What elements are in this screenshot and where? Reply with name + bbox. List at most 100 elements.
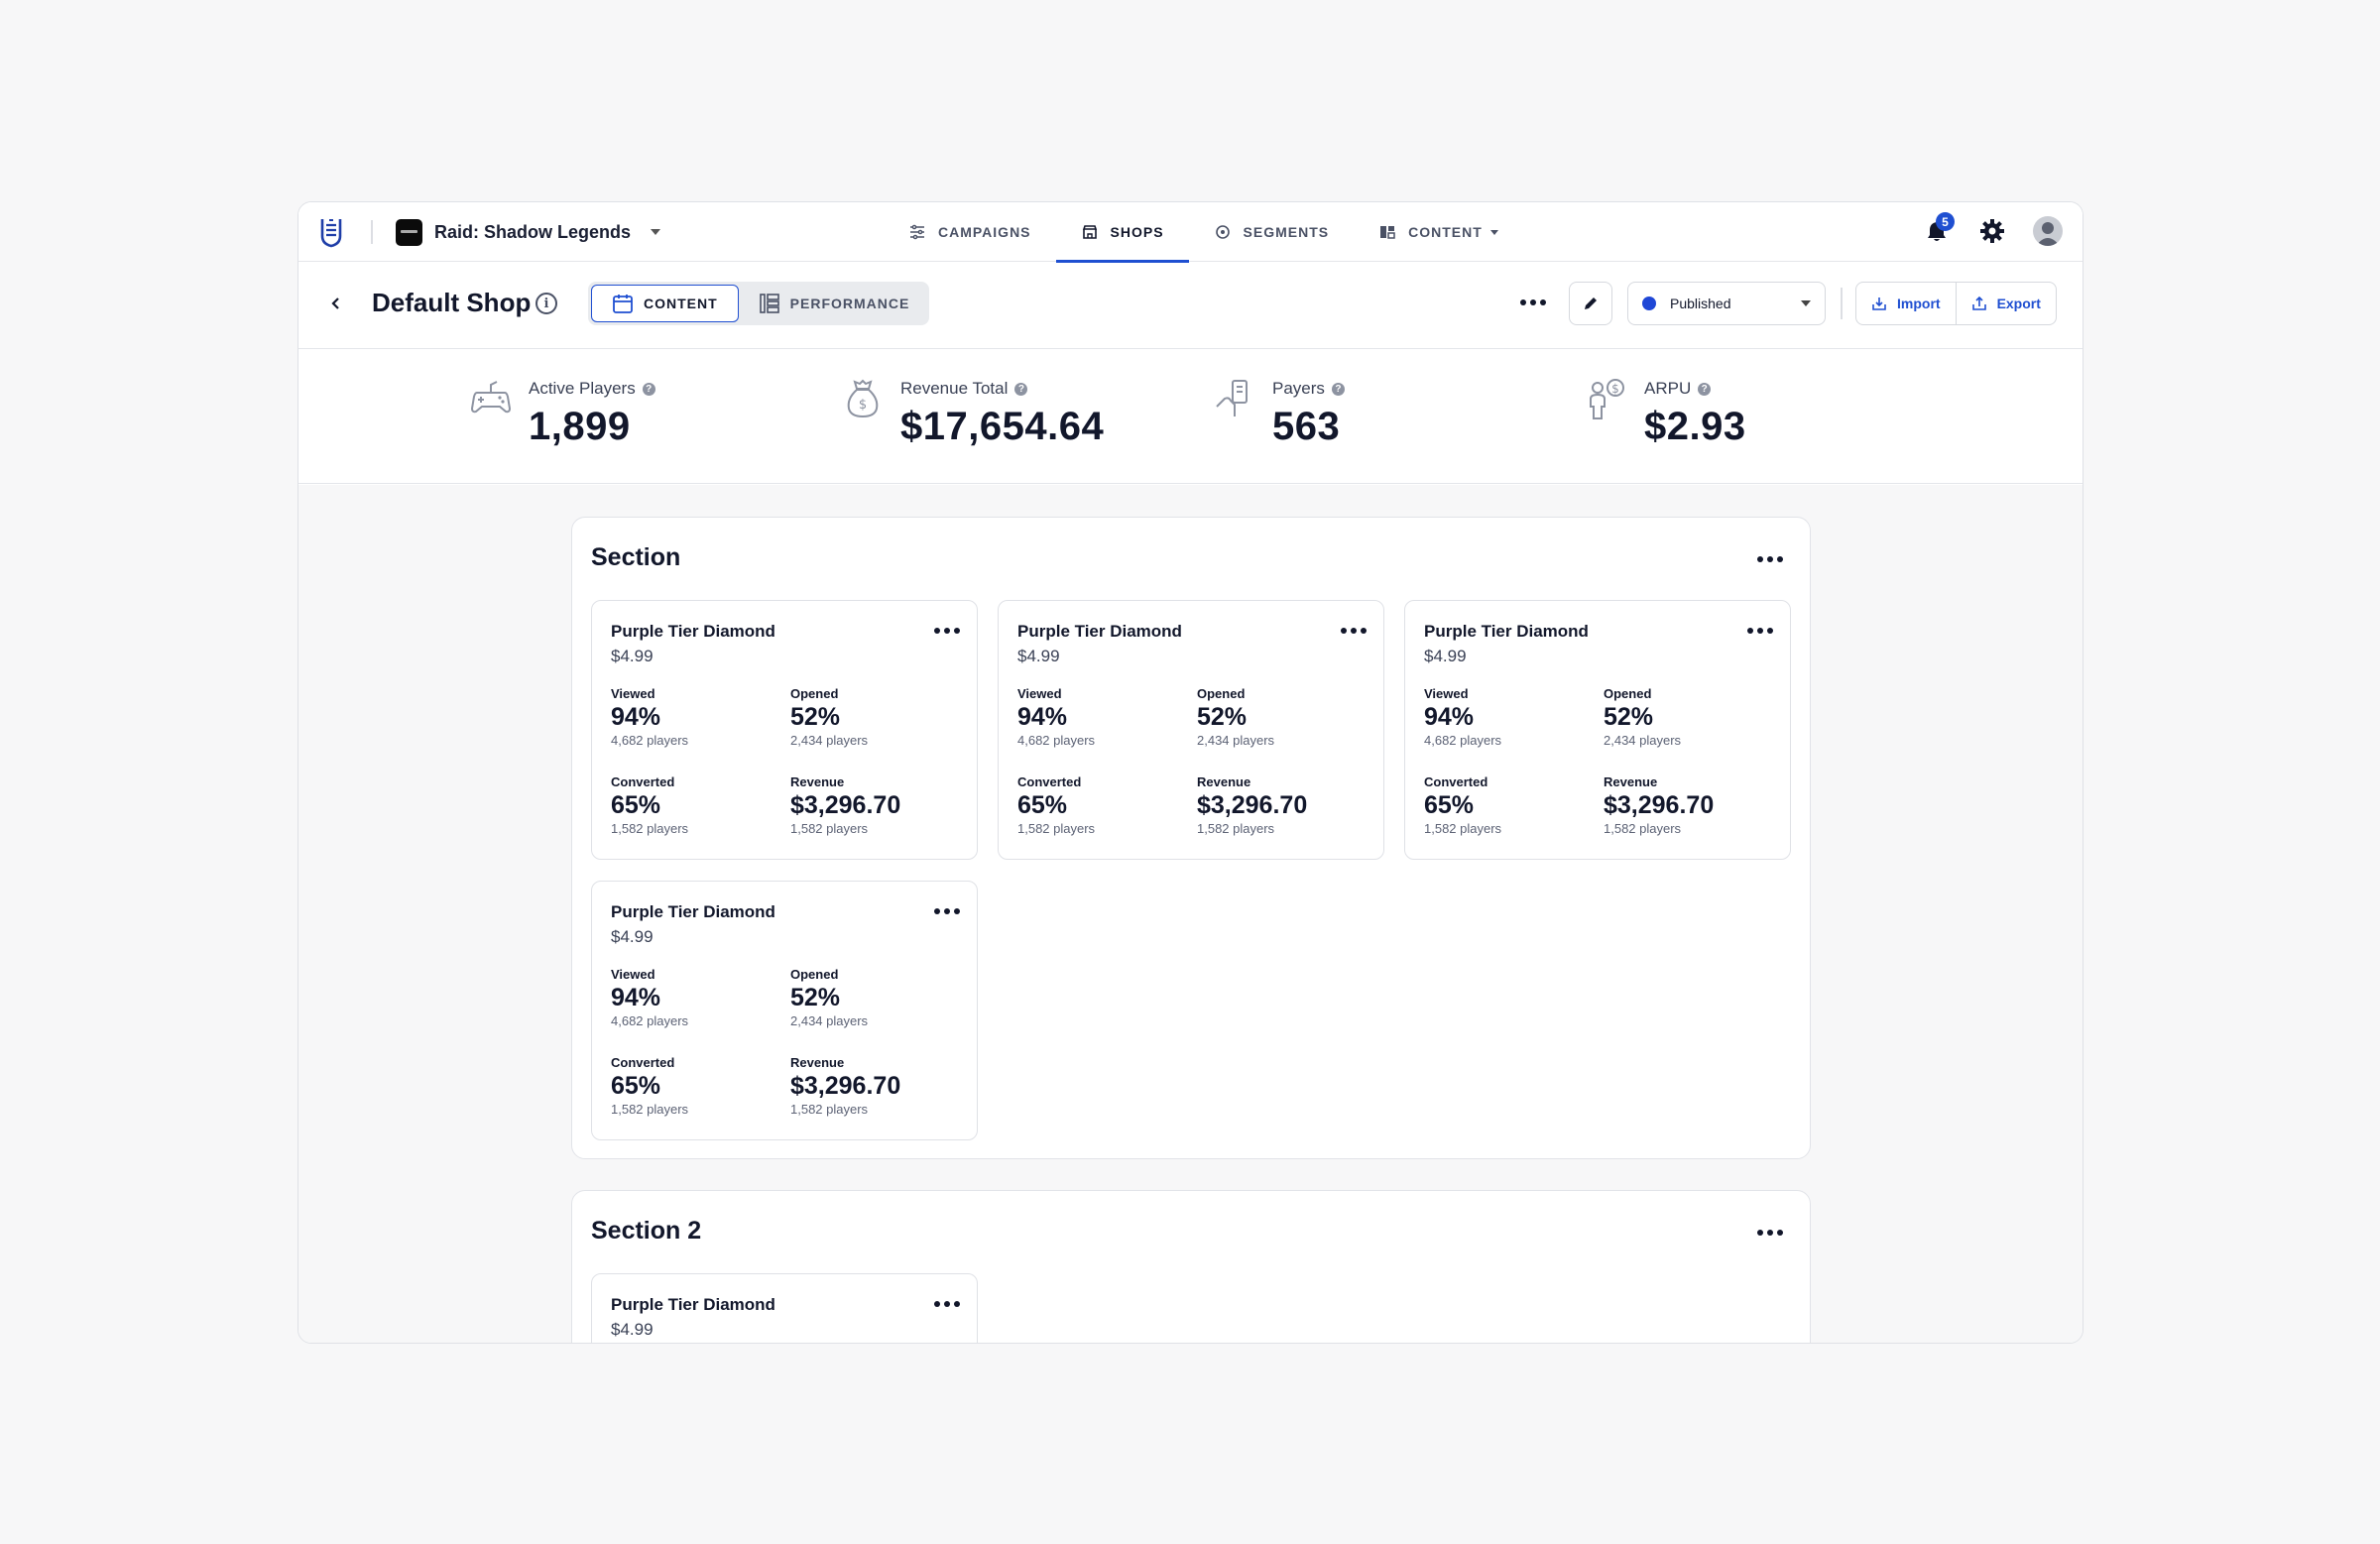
help-icon[interactable]: ? xyxy=(1014,382,1028,396)
metric-sub: 1,582 players xyxy=(611,821,689,836)
export-button[interactable]: Export xyxy=(1955,283,2056,324)
metric-sub: 2,434 players xyxy=(1604,733,1682,748)
shop-content: Section Purple Tier Diamond $4.99 Viewed… xyxy=(298,485,2082,1343)
metric-value: 52% xyxy=(1197,703,1248,731)
export-icon xyxy=(1971,296,1986,310)
status-dropdown[interactable]: Published xyxy=(1627,282,1826,325)
metric-sub: 4,682 players xyxy=(611,1013,689,1028)
top-bar: Raid: Shadow Legends CAMPAIGNS SHOPS SEG… xyxy=(298,202,2082,263)
kpi-active-players: Active Players? 1,899 xyxy=(469,377,655,449)
metric-value: 65% xyxy=(1424,791,1475,819)
nav-shops-label: SHOPS xyxy=(1110,224,1164,240)
metric-value: $3,296.70 xyxy=(790,1072,901,1100)
metric-value: 94% xyxy=(611,984,661,1011)
offer-name: Purple Tier Diamond xyxy=(611,902,775,921)
offer-card[interactable]: Purple Tier Diamond $4.99 Viewed 94% 4,682… xyxy=(1404,600,1791,860)
offer-price: $4.99 xyxy=(1017,647,1060,665)
chevron-down-icon xyxy=(1801,300,1811,306)
content-icon xyxy=(1380,226,1395,239)
metric-label: Revenue xyxy=(790,1055,845,1070)
game-selector[interactable]: Raid: Shadow Legends xyxy=(396,217,661,247)
metric-sub: 1,582 players xyxy=(1604,821,1682,836)
info-icon[interactable]: i xyxy=(536,293,557,314)
offer-card[interactable]: Purple Tier Diamond $4.99 Viewed 94% 4,682… xyxy=(591,600,978,860)
metric-label: Revenue xyxy=(1197,774,1251,789)
tab-performance[interactable]: PERFORMANCE xyxy=(739,285,930,322)
kpi-label: Payers xyxy=(1272,379,1325,398)
back-arrow-icon[interactable] xyxy=(328,294,344,313)
metric-label: Viewed xyxy=(1424,686,1469,701)
metric-value: 65% xyxy=(611,791,661,819)
metric-viewed: Viewed 94% 4,682 players xyxy=(1017,686,1095,748)
shop-section: Section Purple Tier Diamond $4.99 Viewed… xyxy=(571,517,1811,1159)
metric-value: 52% xyxy=(1604,703,1654,731)
offer-price: $4.99 xyxy=(611,1320,654,1339)
campaigns-icon xyxy=(910,224,924,240)
settings-button[interactable] xyxy=(1977,214,2007,248)
help-icon[interactable]: ? xyxy=(1698,382,1712,396)
kpi-value: $17,654.64 xyxy=(900,405,1105,448)
metric-sub: 4,682 players xyxy=(1017,733,1096,748)
nav-content-label: CONTENT xyxy=(1408,224,1483,240)
metric-sub: 1,582 players xyxy=(1424,821,1502,836)
more-options-button[interactable] xyxy=(1520,299,1546,305)
metric-viewed: Viewed 94% 4,682 players xyxy=(611,967,688,1028)
nav-content[interactable]: CONTENT xyxy=(1354,202,1523,262)
kpi-label: ARPU xyxy=(1644,379,1692,398)
section-more-button[interactable] xyxy=(1757,1230,1783,1236)
kpi-value: 563 xyxy=(1272,405,1341,448)
offer-price: $4.99 xyxy=(611,927,654,946)
card-more-button[interactable] xyxy=(1341,628,1367,634)
svg-text:$: $ xyxy=(1611,382,1619,396)
avatar[interactable] xyxy=(2033,216,2063,246)
card-more-button[interactable] xyxy=(934,1301,960,1307)
metric-value: $3,296.70 xyxy=(1604,791,1715,819)
help-icon[interactable]: ? xyxy=(1331,382,1345,396)
user-icon xyxy=(2036,222,2060,246)
metric-label: Opened xyxy=(790,967,839,982)
offer-price: $4.99 xyxy=(1424,647,1467,665)
game-thumbnail xyxy=(396,218,422,246)
metric-revenue: Revenue $3,296.70 1,582 players xyxy=(790,774,900,836)
nav-campaigns[interactable]: CAMPAIGNS xyxy=(884,202,1056,262)
chevron-down-icon xyxy=(1489,229,1498,235)
offer-name: Purple Tier Diamond xyxy=(1424,622,1589,641)
status-dot xyxy=(1642,297,1656,310)
offer-card[interactable]: Purple Tier Diamond $4.99 xyxy=(591,1273,978,1343)
notifications-button[interactable]: 5 xyxy=(1922,212,1955,248)
metric-opened: Opened 52% 2,434 players xyxy=(1197,686,1274,748)
offer-name: Purple Tier Diamond xyxy=(611,622,775,641)
metric-value: 52% xyxy=(790,984,841,1011)
card-more-button[interactable] xyxy=(1747,628,1773,634)
tab-content-label: CONTENT xyxy=(644,296,718,311)
payment-hand-icon xyxy=(1216,380,1248,416)
nav-segments[interactable]: SEGMENTS xyxy=(1189,202,1355,262)
import-button[interactable]: Import xyxy=(1856,283,1956,324)
app-logo-icon[interactable] xyxy=(318,216,344,248)
metric-value: 52% xyxy=(790,703,841,731)
offer-price: $4.99 xyxy=(611,647,654,665)
metric-sub: 2,434 players xyxy=(790,1013,869,1028)
layout-list-icon xyxy=(759,294,779,313)
notification-badge: 5 xyxy=(1936,212,1955,231)
edit-button[interactable] xyxy=(1569,282,1612,325)
help-icon[interactable]: ? xyxy=(642,382,655,396)
metric-label: Viewed xyxy=(611,686,655,701)
section-more-button[interactable] xyxy=(1757,556,1783,562)
metric-value: 65% xyxy=(1017,791,1068,819)
main-nav: CAMPAIGNS SHOPS SEGMENTS CONTENT xyxy=(884,202,1523,263)
tab-content[interactable]: CONTENT xyxy=(591,285,739,322)
offer-card[interactable]: Purple Tier Diamond $4.99 Viewed 94% 4,682… xyxy=(591,881,978,1140)
metric-label: Viewed xyxy=(611,967,655,982)
nav-shops[interactable]: SHOPS xyxy=(1055,202,1189,263)
import-export-group: Import Export xyxy=(1855,282,2057,325)
metric-viewed: Viewed 94% 4,682 players xyxy=(1424,686,1501,748)
segments-icon xyxy=(1215,225,1230,239)
metric-sub: 4,682 players xyxy=(1424,733,1502,748)
card-more-button[interactable] xyxy=(934,628,960,634)
offer-card[interactable]: Purple Tier Diamond $4.99 Viewed 94% 4,682… xyxy=(998,600,1384,860)
metric-sub: 2,434 players xyxy=(790,733,869,748)
kpi-value: 1,899 xyxy=(529,405,631,448)
card-more-button[interactable] xyxy=(934,908,960,914)
metric-label: Revenue xyxy=(790,774,845,789)
